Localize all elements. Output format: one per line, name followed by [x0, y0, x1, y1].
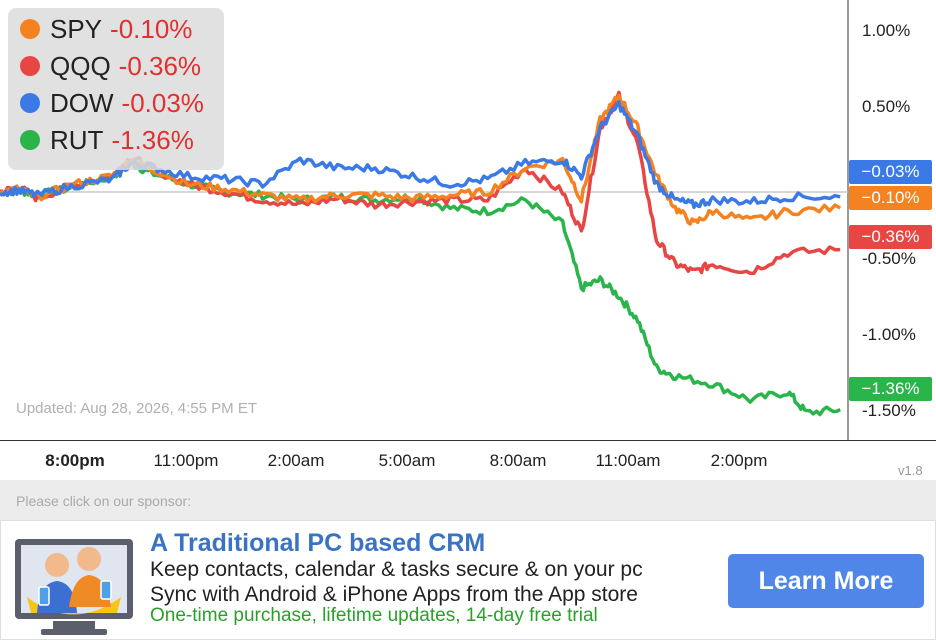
learn-more-button[interactable]: Learn More — [728, 554, 924, 608]
ad-line-3: One-time purchase, lifetime updates, 14-… — [150, 605, 598, 626]
last-value-badge-spy: −0.10% — [849, 186, 932, 210]
last-value-badge-qqq: −0.36% — [849, 225, 932, 249]
y-tick-label: 0.50% — [862, 97, 911, 116]
legend-name-qqq: QQQ — [50, 50, 111, 81]
ad-line-2: Sync with Android & iPhone Apps from the… — [150, 583, 638, 606]
sponsor-ad[interactable]: A Traditional PC based CRM Keep contacts… — [0, 520, 936, 640]
legend-name-rut: RUT — [50, 124, 104, 155]
legend-row-rut: RUT -1.36% — [20, 125, 194, 155]
y-tick-label: 1.00% — [862, 21, 911, 40]
x-tick-label: 8:00pm — [45, 451, 105, 470]
y-tick-label: -0.50% — [862, 249, 916, 268]
legend-name-dow: DOW — [50, 87, 114, 118]
y-tick-label: -1.50% — [862, 401, 916, 420]
sponsor-label: Please click on our sponsor: — [16, 493, 192, 509]
legend-row-dow: DOW -0.03% — [20, 88, 204, 118]
x-tick-label: 5:00am — [378, 451, 436, 470]
crm-people-monitor-icon[interactable] — [13, 537, 135, 637]
legend-dot-qqq — [20, 56, 40, 76]
legend-dot-dow — [20, 93, 40, 113]
ad-line-1: Keep contacts, calendar & tasks secure &… — [150, 558, 643, 581]
x-axis: 8:00pm 11:00pm 2:00am 5:00am 8:00am 11:0… — [0, 440, 936, 481]
sponsor-strip: Please click on our sponsor: — [0, 480, 936, 520]
version-label: v1.8 — [898, 463, 923, 478]
legend-row-spy: SPY -0.10% — [20, 14, 192, 44]
legend-dot-rut — [20, 130, 40, 150]
legend-value-rut: -1.36% — [111, 124, 194, 155]
ad-title[interactable]: A Traditional PC based CRM — [150, 529, 486, 557]
legend-value-qqq: -0.36% — [118, 50, 202, 81]
updated-timestamp: Updated: Aug 28, 2026, 4:55 PM ET — [16, 400, 257, 417]
last-value-badge-dow: −0.03% — [849, 160, 932, 184]
x-tick-label: 11:00pm — [153, 451, 219, 470]
y-tick-label: -1.00% — [862, 325, 916, 344]
legend-value-spy: -0.10% — [110, 13, 193, 44]
legend-row-qqq: QQQ -0.36% — [20, 51, 201, 81]
legend-dot-spy — [20, 19, 40, 39]
legend: SPY -0.10% QQQ -0.36% DOW -0.03% RUT -1.… — [8, 8, 224, 170]
x-tick-label: 8:00am — [489, 451, 547, 470]
legend-value-dow: -0.03% — [121, 87, 204, 118]
x-tick-label: 2:00pm — [710, 451, 768, 470]
chart-area: SPY -0.10% QQQ -0.36% DOW -0.03% RUT -1.… — [0, 0, 932, 440]
last-value-badge-rut: −1.36% — [849, 377, 932, 401]
x-tick-label: 2:00am — [267, 451, 325, 470]
x-tick-label: 11:00am — [595, 451, 661, 470]
legend-name-spy: SPY — [50, 13, 103, 44]
